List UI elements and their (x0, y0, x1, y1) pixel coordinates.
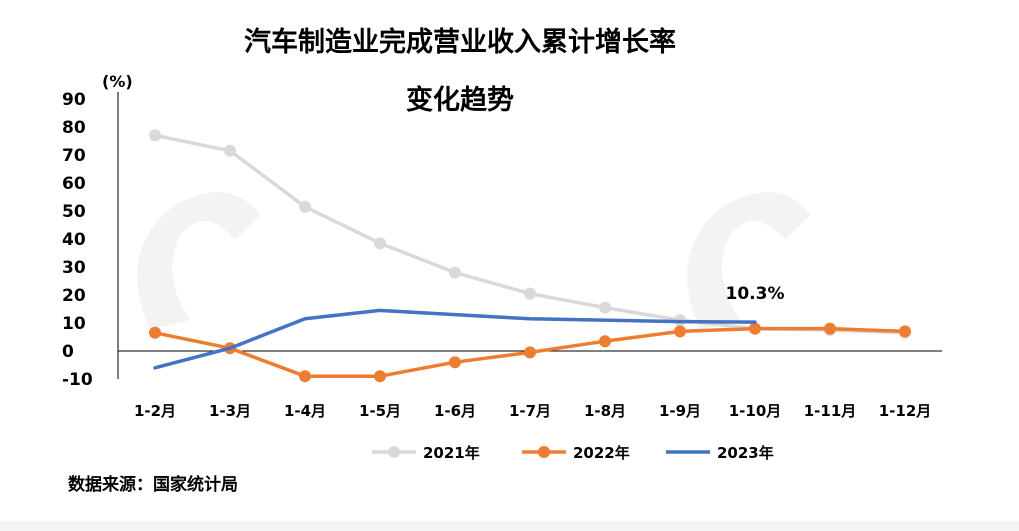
y-tick-label: -10 (62, 370, 93, 390)
watermark-logo-shape (687, 192, 810, 330)
x-tick-label: 1-11月 (804, 402, 857, 420)
y-tick-label: 80 (62, 118, 86, 138)
data-point-2022 (599, 335, 611, 348)
data-point-2022 (524, 346, 536, 359)
x-tick-label: 1-10月 (729, 402, 782, 420)
data-point-2022 (749, 322, 761, 335)
data-point-2022 (899, 325, 911, 338)
legend-label-2021: 2021年 (423, 444, 480, 462)
y-tick-label: 40 (62, 230, 86, 250)
data-point-2022 (299, 370, 311, 383)
y-tick-label: 60 (62, 174, 86, 194)
x-tick-label: 1-5月 (359, 402, 401, 420)
data-point-2021 (524, 287, 536, 300)
x-tick-label: 1-6月 (434, 402, 476, 420)
legend-label-2023: 2023年 (717, 444, 774, 462)
bottom-strip (0, 521, 1019, 531)
x-tick-label: 1-3月 (209, 402, 251, 420)
chart-title: 汽车制造业完成营业收入累计增长率 (244, 27, 676, 58)
data-point-2021 (374, 237, 386, 250)
data-point-2021 (449, 266, 461, 279)
data-label-2023-1-10: 10.3% (726, 284, 785, 304)
data-point-2022 (824, 322, 836, 335)
data-point-2021 (224, 144, 236, 157)
y-tick-label: 90 (62, 90, 86, 110)
data-point-2022 (374, 370, 386, 383)
data-point-2022 (674, 325, 686, 338)
data-point-2022 (149, 326, 161, 339)
chart-title-line2: 变化趋势 (406, 85, 514, 116)
y-tick-label: 50 (62, 202, 86, 222)
y-tick-label: 70 (62, 146, 86, 166)
x-tick-label: 1-12月 (879, 402, 932, 420)
legend-marker-2021 (388, 446, 400, 458)
x-tick-label: 1-7月 (509, 402, 551, 420)
y-tick-label: 30 (62, 258, 86, 278)
legend-marker-2022 (538, 446, 550, 458)
y-tick-label: 10 (62, 314, 86, 334)
watermark-logo-shape (137, 192, 260, 330)
watermark-logo (137, 192, 810, 330)
series-line-2021 (153, 133, 907, 335)
legend-label-2022: 2022年 (573, 444, 630, 462)
y-tick-label: 20 (62, 286, 86, 306)
x-tick-label: 1-9月 (659, 402, 701, 420)
x-tick-label: 1-2月 (134, 402, 176, 420)
data-point-2021 (599, 301, 611, 314)
y-axis-unit: (%) (102, 72, 133, 91)
data-point-2022 (449, 356, 461, 369)
y-tick-label: 0 (62, 342, 74, 362)
x-tick-label: 1-4月 (284, 402, 326, 420)
data-point-2021 (299, 200, 311, 213)
series-line-2023 (153, 308, 757, 370)
data-source-note: 数据来源：国家统计局 (68, 475, 238, 495)
data-point-2021 (149, 129, 161, 142)
x-tick-label: 1-8月 (584, 402, 626, 420)
